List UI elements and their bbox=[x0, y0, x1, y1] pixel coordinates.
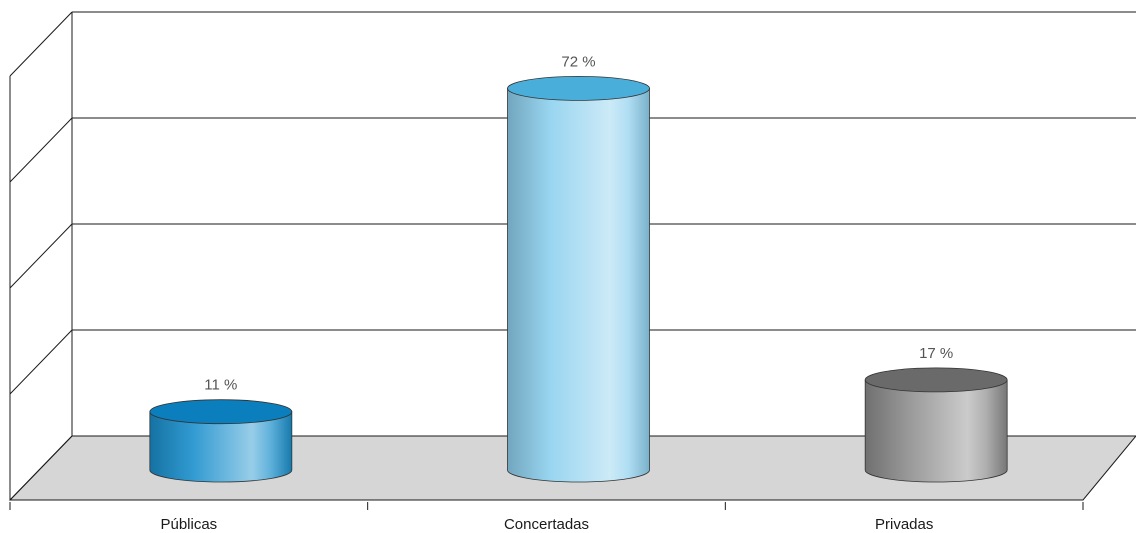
bar-2 bbox=[507, 76, 650, 483]
chart-bars bbox=[149, 76, 1008, 483]
bar-1 bbox=[149, 399, 293, 483]
bar-3 bbox=[864, 367, 1008, 483]
category-label: Concertadas bbox=[504, 516, 589, 533]
bar-top bbox=[149, 399, 293, 425]
gridline-side bbox=[9, 117, 73, 183]
floor-edge bbox=[9, 435, 73, 501]
bar-top bbox=[864, 367, 1008, 393]
gridline-side bbox=[9, 329, 73, 395]
bar-body bbox=[507, 88, 650, 483]
category-label: Privadas bbox=[875, 516, 933, 533]
data-label: 17 % bbox=[919, 345, 953, 362]
gridline-side bbox=[9, 223, 73, 289]
bar-top bbox=[507, 76, 650, 101]
bar-body bbox=[149, 411, 293, 483]
gridline-side bbox=[9, 11, 73, 77]
data-label: 72 % bbox=[561, 53, 595, 70]
bar-body bbox=[864, 379, 1008, 483]
chart-labels: 11 % Públicas 72 % Concertadas 17 % Privadas bbox=[160, 53, 953, 533]
data-label: 11 % bbox=[204, 377, 237, 394]
category-label: Públicas bbox=[160, 516, 217, 533]
